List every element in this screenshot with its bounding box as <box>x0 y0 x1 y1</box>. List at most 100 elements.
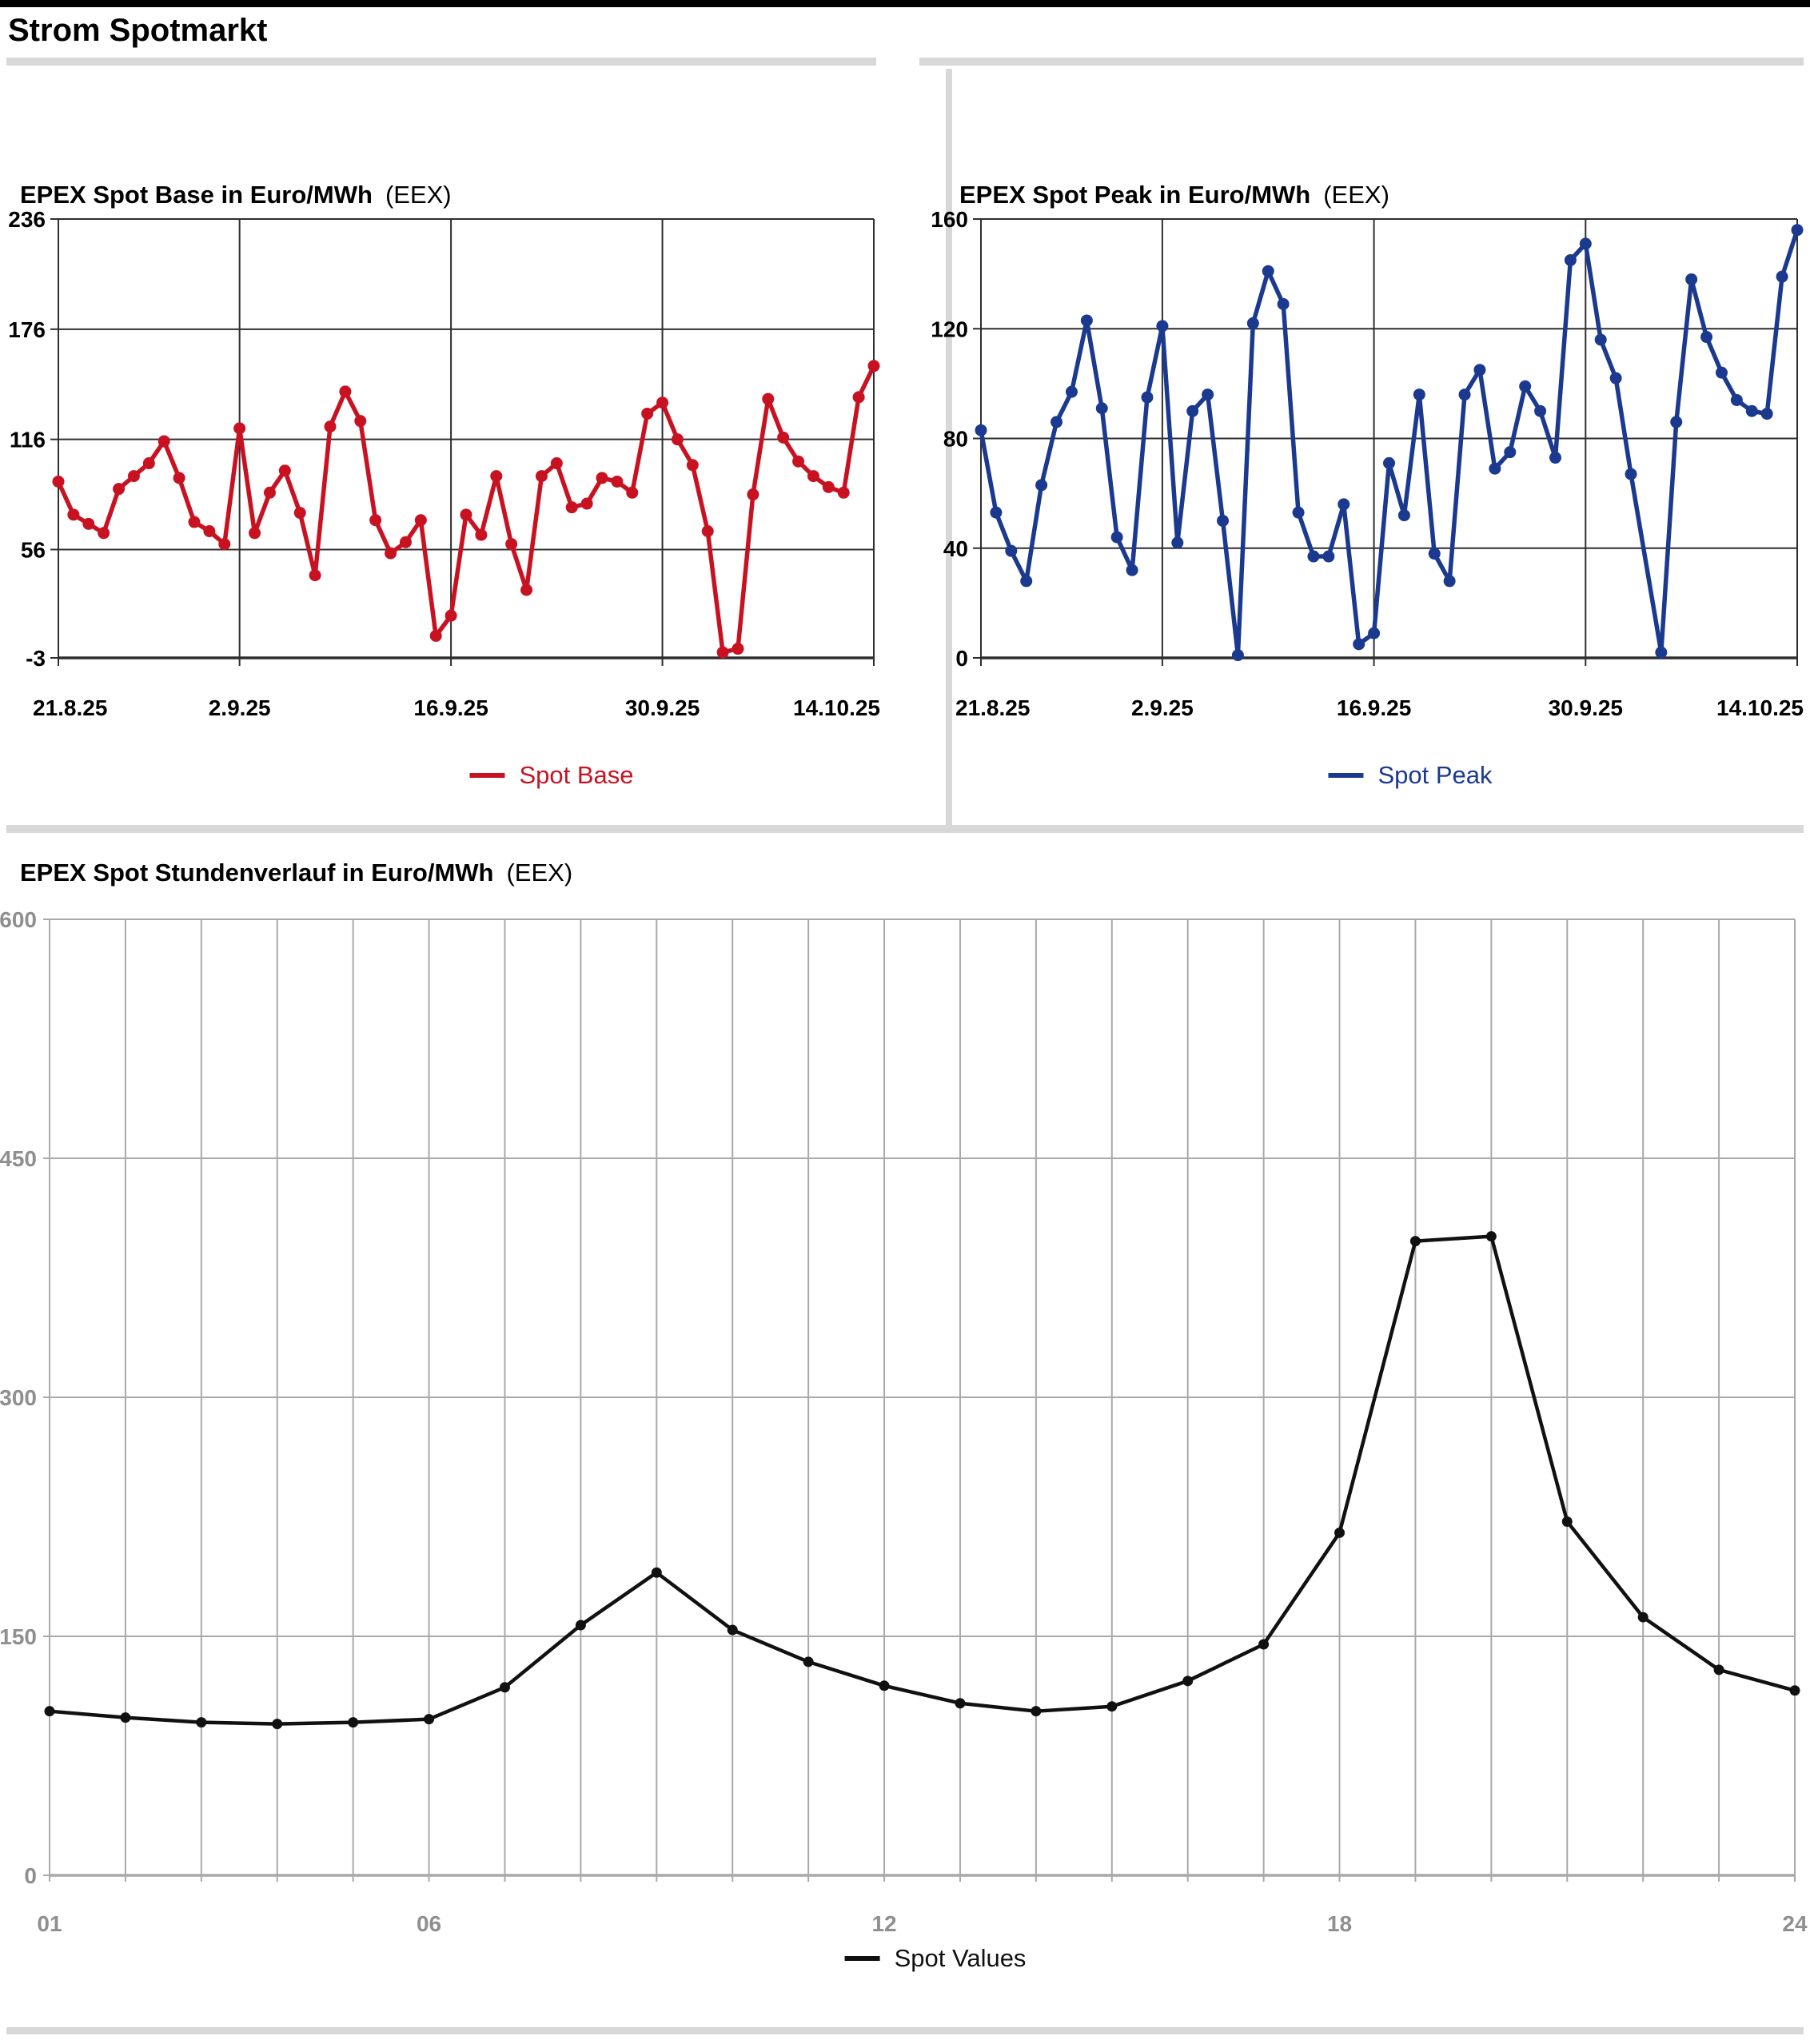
series-line <box>979 227 1800 658</box>
data-point <box>596 472 608 484</box>
data-point <box>1065 385 1078 398</box>
chart-base-title: EPEX Spot Base in Euro/MWh (EEX) <box>20 181 452 209</box>
base-legend-label: Spot Base <box>519 761 634 789</box>
y-tick-label: 40 <box>943 536 968 561</box>
grid <box>50 218 875 666</box>
x-tick-label: 14.10.25 <box>1716 695 1804 720</box>
chart-hourly-legend: Spot Values <box>844 1944 1026 1973</box>
data-point <box>575 1620 586 1631</box>
data-point <box>1489 462 1501 475</box>
vertical-divider <box>946 69 952 825</box>
data-point <box>1262 265 1274 277</box>
data-point <box>309 569 321 582</box>
data-point <box>348 1717 359 1728</box>
data-point <box>1564 253 1577 266</box>
chart-base-title-text: EPEX Spot Base in Euro/MWh <box>20 181 373 209</box>
x-tick-label: 24 <box>1782 1911 1808 1936</box>
data-point <box>44 1706 55 1717</box>
page-title: Strom Spotmarkt <box>8 13 268 48</box>
data-point <box>1106 1701 1118 1712</box>
y-tick-label: 160 <box>931 207 968 232</box>
data-point <box>1246 317 1259 329</box>
y-tick-label: 300 <box>0 1385 37 1410</box>
data-point <box>792 455 805 468</box>
data-point <box>955 1698 966 1709</box>
data-point <box>1655 646 1668 659</box>
x-tick-label: 12 <box>871 1911 896 1936</box>
y-tick-label: 450 <box>0 1146 37 1171</box>
data-point <box>565 501 578 514</box>
axis-labels: 160 120 80 40 0 21.8.25 2.9.25 16.9.25 30.9.25 14… <box>931 207 1804 720</box>
data-point <box>716 646 729 659</box>
top-black-bar <box>0 0 1810 7</box>
data-point <box>263 486 276 499</box>
grid <box>973 218 1798 666</box>
data-point <box>272 1719 283 1730</box>
data-point <box>424 1714 435 1725</box>
data-point <box>1353 638 1365 651</box>
data-point <box>505 538 518 551</box>
data-point <box>1715 366 1728 379</box>
y-tick-label: 150 <box>0 1624 37 1649</box>
data-point <box>1776 270 1788 283</box>
data-point <box>1171 536 1184 549</box>
data-point <box>822 480 835 493</box>
peak-chart-plot: 160 120 80 40 0 21.8.25 2.9.25 16.9.25 30.9.25 14… <box>931 207 1804 720</box>
chart-peak-title: EPEX Spot Peak in Euro/MWh (EEX) <box>959 181 1389 209</box>
chart-hourly-title: EPEX Spot Stundenverlauf in Euro/MWh (EEX… <box>20 859 572 887</box>
data-point <box>1231 649 1244 662</box>
data-point <box>747 488 759 501</box>
data-point <box>686 459 699 472</box>
x-tick-label: 2.9.25 <box>209 695 271 720</box>
y-tick-label: 116 <box>10 428 46 452</box>
data-point <box>127 470 140 483</box>
data-point <box>188 516 201 528</box>
data-point <box>1005 544 1018 557</box>
data-point <box>837 486 850 499</box>
chart-hourly-title-suffix: (EEX) <box>506 859 573 887</box>
y-tick-label: 0 <box>955 646 968 671</box>
data-point <box>762 392 775 405</box>
data-point <box>1713 1664 1724 1675</box>
y-tick-label: -3 <box>26 646 46 671</box>
peak-legend-swatch <box>1328 773 1364 778</box>
data-point <box>120 1712 131 1723</box>
data-point <box>1670 416 1683 428</box>
x-tick-label: 16.9.25 <box>1337 695 1411 720</box>
data-point <box>1594 333 1607 346</box>
data-point <box>1095 402 1108 415</box>
data-point <box>803 1656 814 1667</box>
data-point <box>142 457 155 470</box>
data-point <box>1368 627 1381 639</box>
data-point <box>324 420 337 433</box>
data-point <box>1428 548 1441 560</box>
data-point <box>1277 297 1290 310</box>
data-point <box>460 508 472 521</box>
x-tick-label: 21.8.25 <box>955 695 1030 720</box>
data-point <box>414 514 427 527</box>
data-point <box>499 1682 510 1693</box>
series-line <box>47 1234 1797 1726</box>
data-point <box>1182 1675 1194 1687</box>
data-point <box>732 643 744 655</box>
data-point <box>535 470 548 483</box>
x-tick-label: 16.9.25 <box>413 695 488 720</box>
data-point <box>1020 575 1033 588</box>
data-point <box>67 508 80 521</box>
base-chart-plot: 236 176 116 56 -3 21.8.25 2.9.25 16.9.25 30.9.25… <box>8 207 880 720</box>
data-point <box>1685 273 1698 285</box>
data-point <box>1080 314 1093 327</box>
data-point <box>1458 388 1471 401</box>
data-point <box>1258 1639 1270 1650</box>
data-point <box>651 1567 662 1578</box>
data-point <box>233 422 246 435</box>
data-point <box>369 514 382 527</box>
y-tick-label: 120 <box>931 317 968 341</box>
data-point <box>354 415 367 428</box>
data-point <box>98 527 110 540</box>
data-point <box>1637 1612 1649 1623</box>
chart-base-title-suffix: (EEX) <box>385 181 452 209</box>
data-point <box>1789 1685 1800 1696</box>
data-point <box>520 584 533 596</box>
data-point <box>1110 531 1123 544</box>
